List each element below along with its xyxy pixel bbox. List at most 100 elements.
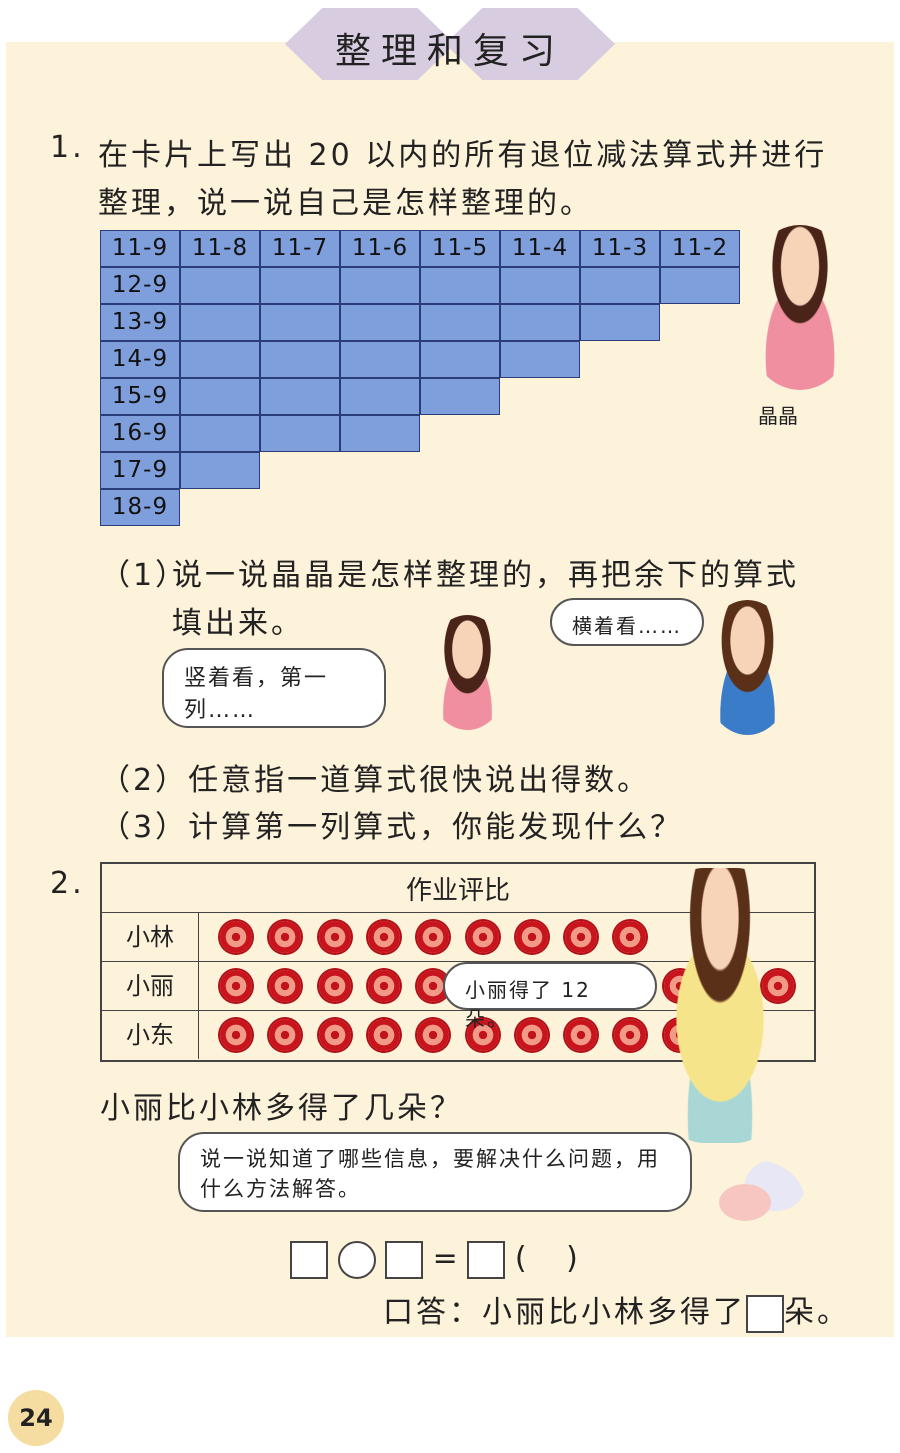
red-flower-icon [220, 1019, 252, 1051]
sub1-line2: 填出来。 [172, 606, 304, 641]
section-header: 整理和复习 [285, 8, 615, 80]
red-flower-icon [269, 921, 302, 953]
red-flower-icon [269, 970, 302, 1002]
sub2: （2）任意指一道算式很快说出得数。 [100, 763, 651, 798]
answer-prefix: 口答：小丽比小林多得了 [383, 1295, 746, 1330]
red-flower-icon [318, 1019, 351, 1051]
card-cell [260, 267, 340, 304]
card-cell: 13-9 [100, 304, 180, 341]
operator-circle[interactable] [337, 1240, 376, 1279]
card-cell [340, 267, 420, 304]
card-cell [660, 267, 740, 304]
student-name: 小丽 [102, 962, 199, 1010]
card-cell: 11-4 [500, 230, 580, 267]
card-cell [260, 341, 340, 378]
jingjing-label: 晶晶 [758, 404, 798, 428]
card-cell [180, 304, 260, 341]
card-cell: 11-8 [180, 230, 260, 267]
boy-illustration [700, 600, 795, 735]
table-row: 小林 [102, 912, 814, 961]
red-flower-icon [466, 1019, 499, 1051]
answer-suffix: 朵。 [784, 1295, 850, 1330]
card-cell [500, 304, 580, 341]
student-name: 小东 [102, 1011, 199, 1059]
answer-box[interactable] [290, 1240, 328, 1279]
card-cell [500, 341, 580, 378]
answer-box[interactable] [385, 1240, 424, 1279]
student-name: 小林 [102, 913, 199, 961]
red-flower-icon [318, 970, 351, 1002]
unit-paren: ( ) [514, 1241, 578, 1276]
speech-bubble-horizontal: 横着看…… [550, 598, 704, 646]
red-flower-icon [466, 921, 499, 953]
table-title: 作业评比 [405, 876, 510, 906]
card-cell: 11-3 [580, 230, 660, 267]
red-flower-icon [565, 1019, 598, 1051]
card-cell [340, 341, 420, 378]
red-flower-icon [367, 1019, 400, 1051]
card-cell: 17-9 [100, 452, 180, 489]
card-cell [340, 378, 420, 415]
sub1-label: （1） [100, 558, 189, 593]
card-cell [340, 304, 420, 341]
answer-box[interactable] [467, 1240, 506, 1279]
card-cell [420, 267, 500, 304]
red-flower-icon [367, 921, 400, 953]
q2-number: 2. [50, 866, 85, 901]
red-flower-icon [515, 1019, 548, 1051]
card-cell: 12-9 [100, 267, 180, 304]
girl-illustration [425, 615, 510, 730]
equals-sign: = [432, 1241, 458, 1276]
card-cell: 11-2 [660, 230, 740, 267]
red-flower-icon [220, 921, 252, 953]
card-cell [500, 267, 580, 304]
q1-number: 1. [50, 130, 85, 165]
card-cell: 14-9 [100, 341, 180, 378]
q2-question: 小丽比小林多得了几朵？ [100, 1091, 463, 1126]
page-number: 24 [8, 1390, 64, 1446]
card-cell [580, 267, 660, 304]
red-flower-icon [269, 1019, 302, 1051]
card-cell [580, 304, 660, 341]
q1-text-line1: 在卡片上写出 20 以内的所有退位减法算式并进行 [98, 138, 828, 173]
sub1-line1: 说一说晶晶是怎样整理的，再把余下的算式 [172, 558, 799, 593]
card-cell [180, 415, 260, 452]
card-cell: 16-9 [100, 415, 180, 452]
card-cell: 18-9 [100, 489, 180, 526]
card-cell [180, 341, 260, 378]
speech-bubble-teacher: 小丽得了 12 朵。 [443, 962, 657, 1031]
speech-bubble-hint: 说一说知道了哪些信息，要解决什么问题，用什么方法解答。 [178, 1132, 692, 1212]
jingjing-illustration [740, 225, 860, 390]
card-cell [340, 415, 420, 452]
sub3: （3）计算第一列算式，你能发现什么？ [100, 810, 684, 845]
card-cell: 11-9 [100, 230, 180, 267]
card-cell [260, 378, 340, 415]
speech-bubble-vertical: 竖着看，第一列…… [162, 648, 386, 728]
card-cell: 11-7 [260, 230, 340, 267]
q1-text-line2: 整理，说一说自己是怎样整理的。 [98, 186, 593, 221]
red-flower-icon [515, 921, 548, 953]
card-cell: 11-6 [340, 230, 420, 267]
red-flower-icon [417, 1019, 450, 1051]
card-cell [420, 378, 500, 415]
red-flower-icon [565, 921, 598, 953]
card-cell [180, 452, 260, 489]
red-flower-icon [614, 921, 647, 953]
card-cell [260, 415, 340, 452]
teacher-illustration [640, 868, 800, 1143]
angel-illustration [705, 1160, 805, 1245]
card-cell [420, 341, 500, 378]
card-cell [260, 304, 340, 341]
red-flower-icon [318, 921, 351, 953]
card-cell [180, 378, 260, 415]
oral-answer: 口答：小丽比小林多得了 朵。 [383, 1287, 850, 1333]
card-cell: 15-9 [100, 378, 180, 415]
red-flower-icon [417, 921, 450, 953]
card-cell [180, 267, 260, 304]
equation-template: = ( ) [290, 1233, 578, 1279]
answer-box[interactable] [746, 1294, 784, 1333]
card-cell: 11-5 [420, 230, 500, 267]
section-title: 整理和复习 [334, 31, 565, 72]
card-cell [420, 304, 500, 341]
red-flower-icon [367, 970, 400, 1002]
